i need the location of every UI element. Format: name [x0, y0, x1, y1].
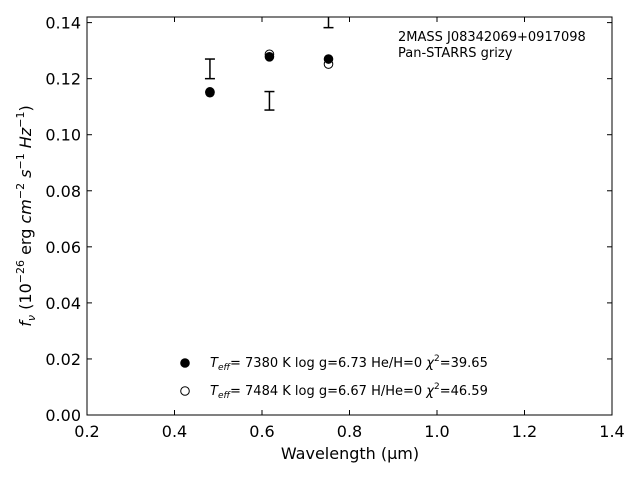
errorbar	[204, 58, 215, 80]
y-tick-label: 0.04	[45, 294, 81, 313]
x-tick-label: 0.4	[162, 422, 187, 441]
x-tick-label: 0.2	[74, 422, 99, 441]
x-tick-label: 1.2	[512, 422, 537, 441]
y-tick-label: 0.00	[45, 406, 81, 425]
x-tick-label: 0.8	[337, 422, 362, 441]
x-tick-label: 1.0	[424, 422, 449, 441]
y-tick-label: 0.12	[45, 70, 81, 89]
annotation-object-name: 2MASS J08342069+0917098	[398, 30, 586, 45]
y-tick-label: 0.08	[45, 182, 81, 201]
legend: Teff= 7380 K log g=6.73 He/H=0 χ2=39.65 …	[180, 354, 488, 401]
y-tick-label: 0.06	[45, 238, 81, 257]
legend-marker-open	[180, 386, 190, 396]
observed-errorbars	[204, 17, 334, 111]
model-point-open	[323, 59, 334, 69]
y-tick-label: 0.10	[45, 126, 81, 145]
y-axis-ticks: 0.00 0.02 0.04 0.06 0.08 0.10 0.12 0.14	[45, 14, 612, 425]
legend-entry-open: Teff= 7484 K log g=6.67 H/He=0 χ2=46.59	[210, 382, 488, 401]
y-tick-label: 0.02	[45, 350, 81, 369]
annotation-survey: Pan-STARRS grizy	[398, 46, 513, 61]
x-tick-label: 1.4	[599, 422, 624, 441]
model-point-filled	[264, 52, 275, 62]
x-axis-ticks: 0.2 0.4 0.6 0.8 1.0 1.2 1.4	[74, 17, 625, 441]
model-point-open	[264, 49, 275, 60]
errorbar	[264, 90, 275, 111]
y-tick-label: 0.14	[45, 14, 81, 33]
y-axis-label: fν (10−26 erg cm−2 s−1 Hz−1)	[14, 105, 38, 326]
legend-marker-filled	[180, 358, 190, 368]
legend-entry-filled: Teff= 7380 K log g=6.73 He/H=0 χ2=39.65	[210, 354, 488, 373]
model-point-open	[205, 87, 215, 98]
model-points	[205, 49, 334, 98]
model-point-filled	[323, 54, 334, 64]
x-axis-label: Wavelength (μm)	[281, 444, 419, 463]
x-tick-label: 0.6	[249, 422, 274, 441]
errorbar	[323, 17, 334, 29]
